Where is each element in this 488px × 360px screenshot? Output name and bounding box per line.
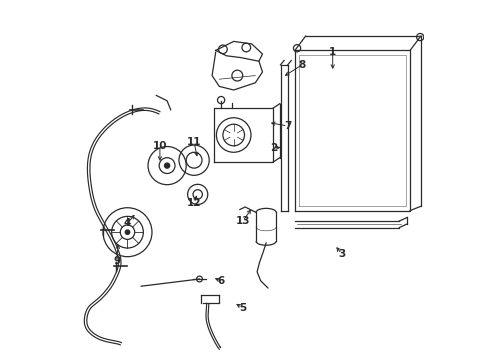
Text: 7: 7 [284, 121, 291, 131]
Text: 3: 3 [337, 249, 345, 259]
Text: 4: 4 [123, 218, 131, 228]
Text: 2: 2 [269, 143, 276, 153]
Text: 1: 1 [328, 47, 336, 57]
Text: 8: 8 [298, 60, 305, 70]
Text: 9: 9 [113, 256, 120, 266]
Text: 6: 6 [217, 276, 224, 286]
Text: 13: 13 [235, 216, 249, 226]
Text: 12: 12 [186, 198, 201, 208]
Text: 5: 5 [239, 303, 246, 313]
Circle shape [125, 230, 129, 234]
Circle shape [164, 163, 169, 168]
Text: 11: 11 [186, 137, 201, 147]
Text: 10: 10 [152, 141, 167, 151]
